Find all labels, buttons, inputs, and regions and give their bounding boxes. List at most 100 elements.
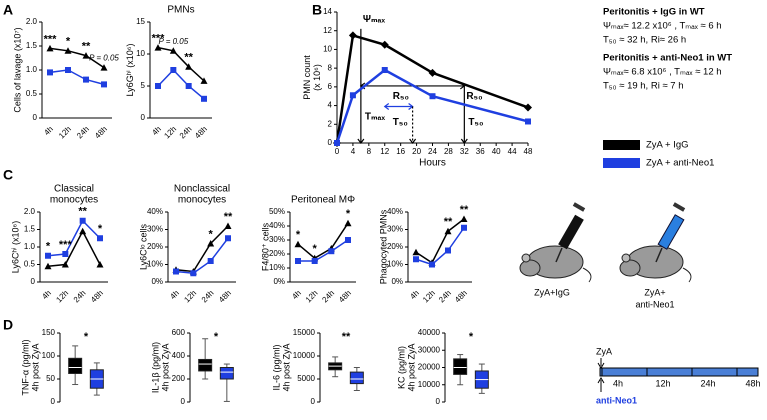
panel-label: A [3,2,13,18]
y-tick-label: 10% [147,260,163,269]
legend-label: ZyA + IgG [646,140,689,151]
marker [155,83,161,89]
x-tick-label: 24h [437,289,453,305]
marker [525,118,531,125]
y-tick-label: 0.5 [26,89,38,98]
x-tick-label: 48h [93,125,109,141]
y-tick-label: 6 [328,82,333,91]
chart-title: monocytes [178,195,226,206]
timeline-tick-label: 4h [613,378,623,388]
annotation: Ψₘₐₓ [363,14,386,25]
y-tick-label: 50 [46,374,55,383]
y-tick-label: 0 [181,397,186,406]
marker [224,222,232,229]
y-tick-label: 2.0 [26,17,38,26]
marker [207,240,215,247]
significance: *** [59,239,73,251]
y-tick-label: 30% [269,235,285,244]
significance: * [66,36,71,48]
marker [295,258,301,264]
marker [349,92,356,99]
marker [101,81,107,88]
marker [96,261,104,268]
significance: * [313,243,318,255]
series-line [298,239,349,262]
note: T₅₀ ≈ 19 h, Ri ≈ 7 h [603,81,684,92]
y-tick-label: 1.5 [24,225,36,234]
x-tick-label: 8 [367,147,372,156]
marker [429,93,436,100]
significance: ** [184,52,193,64]
y-tick-label: 5000 [297,374,315,383]
marker [79,217,86,224]
x-tick-label: 20 [412,147,421,156]
y-tick-label: 4 [328,101,333,110]
marker [461,224,467,231]
arrow-head [460,138,468,144]
series-line [157,68,205,100]
timeline-bar [599,367,759,377]
y-tick-label: 14 [323,7,332,16]
marker [311,258,318,264]
marker [62,251,69,257]
y-axis-label: KC (pg/ml) [396,346,406,389]
x-tick-label: 48h [217,289,233,305]
y-tick-label: 40% [387,207,403,216]
marker [413,256,419,263]
panel-label: C [3,167,13,183]
x-tick-label: 12h [54,289,70,305]
timeline-arrow [597,377,605,384]
chart-title: Classical [54,184,94,195]
annotation: Tₘₐₓ [365,111,386,122]
x-tick-label: 4h [408,289,421,302]
y-axis-label: 4h post ZyA [406,343,416,391]
y-tick-label: 15000 [293,328,316,337]
y-axis-label: Cells of lavage (x10⁷) [13,27,23,112]
x-tick-label: 24 [428,147,437,156]
chart-title: monocytes [50,195,98,206]
illustration-label: ZyA+IgG [534,287,570,297]
x-tick-label: 28 [444,147,453,156]
y-axis-label: Ly6Cʰⁱ (x10⁶) [11,221,21,273]
marker [79,227,87,235]
marker [173,268,179,275]
marker [200,77,208,84]
marker [344,219,352,227]
chart-title: Peritoneal MΦ [291,195,355,206]
legend-swatch [603,158,640,168]
box [68,357,83,374]
timeline-tick-label: 12h [655,378,670,388]
y-tick-label: 1.0 [24,242,36,251]
marker [82,52,90,59]
significance: * [46,241,51,253]
x-tick-label: 4 [351,147,356,156]
note: Peritonitis + IgG in WT [603,7,705,18]
marker [429,261,435,268]
x-tick-label: 48h [337,289,353,305]
series-line [335,68,529,144]
x-tick-label: 24h [320,289,336,305]
y-tick-label: 30% [147,225,163,234]
x-tick-label: 4h [40,289,53,302]
y-tick-label: 0 [31,277,36,286]
x-tick-label: 24h [178,125,194,141]
significance: * [98,223,103,235]
y-tick-label: 5 [141,81,146,90]
y-axis-label: Ly6Gʰⁱ (x10⁶) [125,44,135,97]
marker [97,235,103,242]
timeline-label: ZyA [596,346,612,356]
y-tick-label: 10000 [293,351,316,360]
y-tick-label: 20% [269,249,285,258]
annotation: R₅₀ [393,91,409,102]
marker [460,215,468,222]
annotation: R₅₀ [466,91,482,102]
marker [428,68,437,77]
y-tick-label: 40000 [418,328,441,337]
note: Ψₘₐₓ≈ 12.2 x10⁶ , Tₘₐₓ ≈ 6 h [603,21,722,32]
series-line [157,46,205,82]
annotation: T₅₀ [468,117,483,128]
y-axis-label: 4h post ZyA [31,343,41,391]
x-tick-label: 40 [492,147,501,156]
illustration-label: ZyA+ [644,287,665,297]
x-tick-label: 32 [460,147,469,156]
